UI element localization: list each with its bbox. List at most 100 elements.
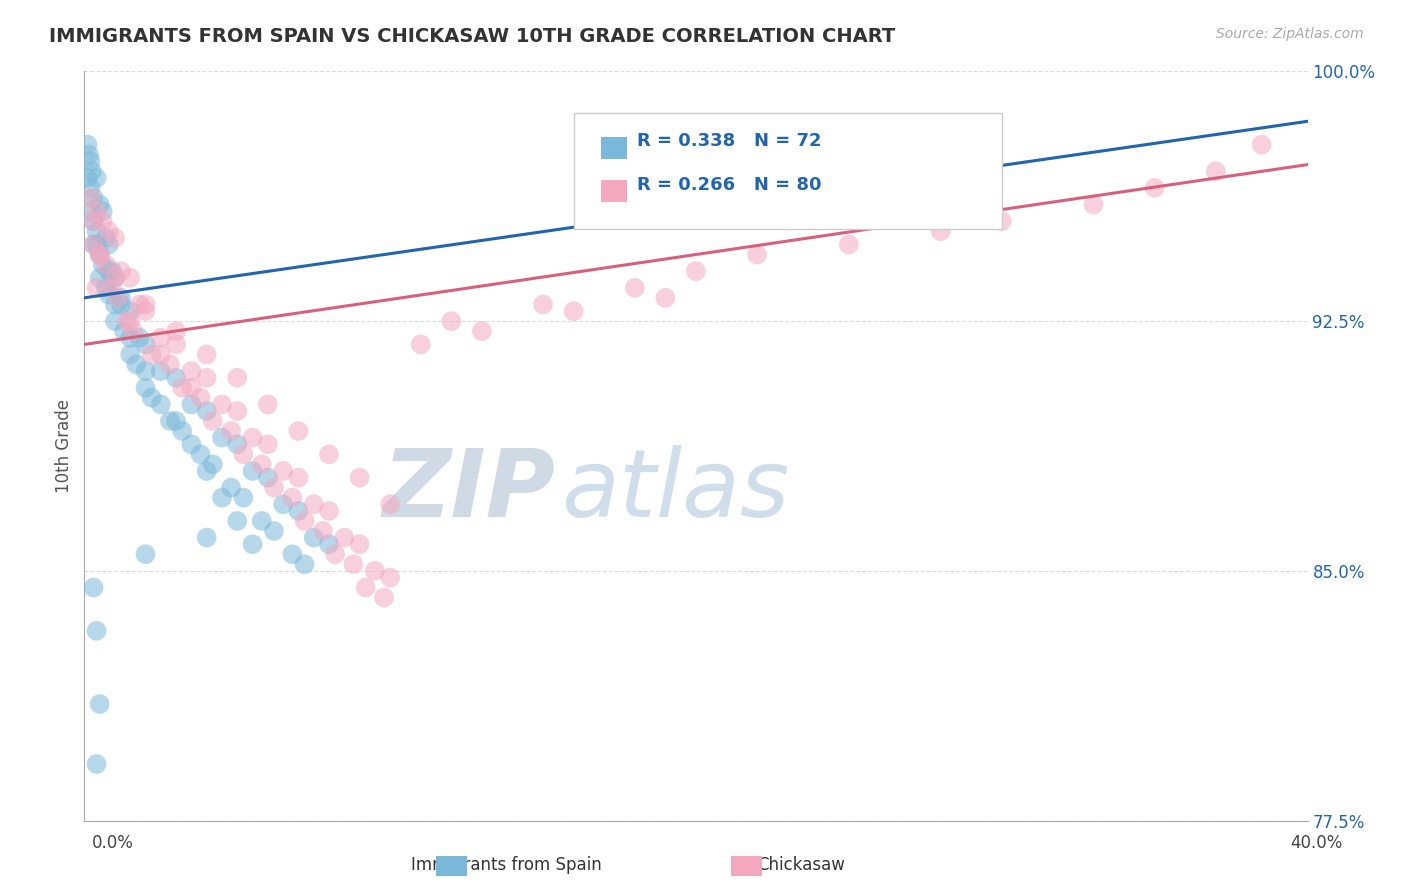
Point bbox=[1205, 164, 1227, 178]
Point bbox=[79, 204, 101, 219]
Point bbox=[180, 364, 202, 378]
Point bbox=[991, 214, 1014, 228]
Point bbox=[440, 314, 463, 328]
Point bbox=[172, 424, 194, 438]
Point bbox=[79, 154, 101, 169]
Point bbox=[86, 624, 108, 638]
Point bbox=[122, 324, 145, 338]
Point bbox=[89, 247, 111, 261]
Point bbox=[135, 381, 157, 395]
Point bbox=[94, 258, 117, 272]
Text: R = 0.266   N = 80: R = 0.266 N = 80 bbox=[637, 176, 821, 194]
Point bbox=[195, 347, 218, 361]
Point bbox=[104, 314, 127, 328]
Point bbox=[83, 237, 105, 252]
Point bbox=[97, 287, 120, 301]
Point bbox=[302, 497, 325, 511]
Point bbox=[287, 470, 309, 484]
Point bbox=[257, 397, 280, 411]
Point bbox=[302, 531, 325, 545]
Point bbox=[242, 464, 264, 478]
Point bbox=[135, 547, 157, 561]
Point bbox=[135, 304, 157, 318]
Point bbox=[120, 347, 142, 361]
Point bbox=[141, 391, 163, 405]
Point bbox=[91, 204, 114, 219]
Point bbox=[201, 458, 224, 472]
Point bbox=[104, 270, 127, 285]
Bar bbox=[600, 136, 627, 159]
Point bbox=[281, 491, 304, 505]
Y-axis label: 10th Grade: 10th Grade bbox=[55, 399, 73, 493]
Bar bbox=[600, 180, 627, 202]
Point bbox=[242, 537, 264, 551]
Point bbox=[373, 591, 395, 605]
Point bbox=[232, 447, 254, 461]
Point bbox=[294, 558, 316, 572]
Point bbox=[110, 297, 132, 311]
Point bbox=[1083, 197, 1105, 211]
Point bbox=[104, 231, 127, 245]
Point bbox=[1250, 137, 1272, 152]
Point bbox=[83, 214, 105, 228]
Text: atlas: atlas bbox=[561, 445, 790, 536]
Point bbox=[195, 404, 218, 418]
Point bbox=[86, 170, 108, 185]
Point bbox=[165, 324, 187, 338]
Point bbox=[195, 370, 218, 384]
Point bbox=[471, 324, 494, 338]
Point bbox=[219, 424, 242, 438]
Point bbox=[104, 297, 127, 311]
Point bbox=[685, 264, 707, 278]
Point bbox=[172, 381, 194, 395]
Point bbox=[312, 524, 335, 538]
Point bbox=[91, 258, 114, 272]
Point bbox=[226, 514, 249, 528]
Point bbox=[86, 757, 108, 772]
Point bbox=[120, 314, 142, 328]
FancyBboxPatch shape bbox=[574, 112, 1002, 228]
Point bbox=[86, 204, 108, 219]
Point bbox=[271, 464, 294, 478]
Point bbox=[287, 424, 309, 438]
Point bbox=[89, 270, 111, 285]
Point bbox=[110, 291, 132, 305]
Point bbox=[101, 281, 124, 295]
Point bbox=[149, 364, 172, 378]
Point bbox=[135, 337, 157, 351]
Point bbox=[83, 237, 105, 252]
Point bbox=[263, 524, 285, 538]
Point bbox=[654, 291, 676, 305]
Point bbox=[318, 504, 340, 518]
Point bbox=[159, 414, 181, 428]
Point bbox=[380, 570, 402, 584]
Text: R = 0.338   N = 72: R = 0.338 N = 72 bbox=[637, 132, 821, 150]
Point bbox=[271, 497, 294, 511]
Point bbox=[83, 581, 105, 595]
Point bbox=[83, 214, 105, 228]
Point bbox=[195, 464, 218, 478]
Text: ZIP: ZIP bbox=[382, 445, 555, 537]
Point bbox=[180, 381, 202, 395]
Text: Immigrants from Spain: Immigrants from Spain bbox=[411, 856, 602, 874]
Point bbox=[91, 214, 114, 228]
Point bbox=[79, 191, 101, 205]
Point bbox=[86, 224, 108, 238]
Point bbox=[180, 437, 202, 451]
Text: 0.0%: 0.0% bbox=[91, 834, 134, 852]
Point bbox=[86, 237, 108, 252]
Point bbox=[141, 347, 163, 361]
Point bbox=[115, 314, 138, 328]
Point bbox=[226, 370, 249, 384]
Point bbox=[165, 337, 187, 351]
Point bbox=[257, 470, 280, 484]
Point bbox=[120, 270, 142, 285]
Point bbox=[281, 547, 304, 561]
Point bbox=[190, 391, 212, 405]
Point bbox=[120, 304, 142, 318]
Point bbox=[125, 358, 148, 372]
Point bbox=[747, 247, 769, 261]
Point bbox=[89, 247, 111, 261]
Point bbox=[76, 170, 98, 185]
Point bbox=[128, 331, 150, 345]
